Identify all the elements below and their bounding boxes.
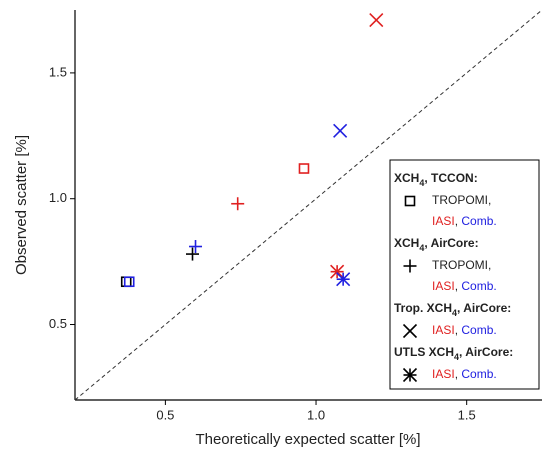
legend-title-part: UTLS XCH (394, 345, 454, 359)
legend-entry: TROPOMI, (432, 258, 491, 272)
legend-title-part: , TCCON: (424, 171, 477, 185)
data-point (369, 12, 384, 28)
data-point (189, 240, 203, 254)
data-point (336, 272, 351, 287)
data-point (298, 163, 310, 174)
legend-title-part: XCH (394, 236, 419, 250)
legend-title-part: , AirCore: (457, 301, 511, 315)
legend-marker (403, 259, 417, 273)
marker-square (298, 163, 310, 174)
marker-stroke (333, 123, 348, 138)
legend-title-part: , AirCore: (459, 345, 513, 359)
legend-title: UTLS XCH4, AirCore: (394, 345, 513, 362)
legend-title-part: 4 (454, 352, 459, 362)
data-point (120, 276, 132, 288)
legend-entry-part: , (455, 323, 462, 337)
marker-square (123, 276, 135, 288)
x-axis-label: Theoretically expected scatter [%] (195, 431, 420, 448)
legend-entry: IASI, Comb. (432, 323, 497, 337)
data-point (186, 247, 200, 261)
legend-marker (402, 367, 418, 383)
legend-marker (404, 195, 416, 207)
legend-entry-part: IASI (432, 323, 455, 337)
legend-entry-part: Comb. (461, 323, 496, 337)
legend-entry-part: IASI (432, 214, 455, 228)
legend-entry-part: , (455, 279, 462, 293)
data-point (123, 276, 135, 288)
legend-entry-part: , (455, 214, 462, 228)
one-to-one-line (74, 9, 542, 401)
y-tick-label: 0.5 (49, 316, 67, 331)
legend-entry-part: Comb. (461, 214, 496, 228)
x-tick-label: 1.5 (458, 407, 476, 422)
legend-entry-part: IASI (432, 367, 455, 381)
legend-title-part: Trop. XCH (394, 301, 452, 315)
legend-title-part: , AirCore: (424, 236, 478, 250)
legend-title: XCH4, AirCore: (394, 236, 479, 253)
legend-title: XCH4, TCCON: (394, 171, 478, 188)
legend-entry-part: , (455, 367, 462, 381)
legend-entry: TROPOMI, (432, 193, 491, 207)
x-tick-label: 1.0 (307, 407, 325, 422)
marker-square (120, 276, 132, 288)
marker-stroke (402, 323, 418, 339)
marker-stroke (369, 12, 384, 28)
marker-stroke (330, 264, 345, 279)
data-point (333, 123, 348, 138)
legend-entry-part: Comb. (461, 367, 496, 381)
legend-entry: IASI, Comb. (432, 214, 497, 228)
y-tick-label: 1.5 (49, 64, 67, 79)
y-tick-label: 1.0 (49, 190, 67, 205)
legend-marker (402, 323, 418, 339)
legend-entry-part: IASI (432, 279, 455, 293)
legend-entry-part: Comb. (461, 279, 496, 293)
legend-title-part: 4 (419, 178, 424, 188)
data-point (231, 197, 245, 211)
x-tick-label: 0.5 (156, 407, 174, 422)
legend-entry-part: TROPOMI, (432, 193, 491, 207)
y-axis-label: Observed scatter [%] (13, 135, 30, 275)
legend-title: Trop. XCH4, AirCore: (394, 301, 511, 318)
marker-stroke (336, 272, 351, 287)
legend-title-part: XCH (394, 171, 419, 185)
marker-square (404, 195, 416, 207)
marker-stroke (402, 367, 418, 383)
legend-entry-part: TROPOMI, (432, 258, 491, 272)
legend-title-part: 4 (452, 308, 457, 318)
legend-entry: IASI, Comb. (432, 279, 497, 293)
legend-title-part: 4 (419, 243, 424, 253)
legend-entry: IASI, Comb. (432, 367, 497, 381)
data-point (330, 264, 345, 279)
